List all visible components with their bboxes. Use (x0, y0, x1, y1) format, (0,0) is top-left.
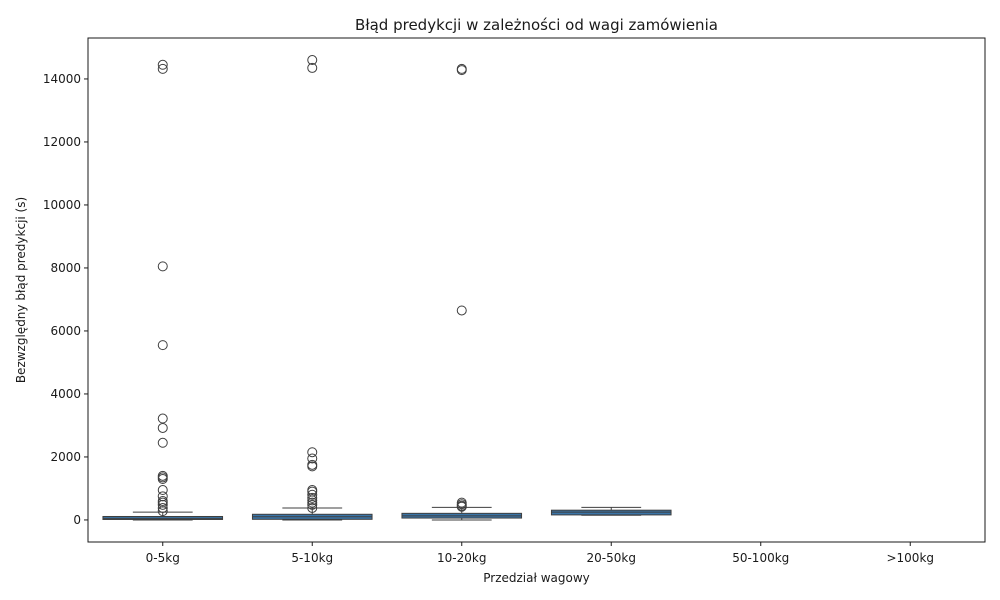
x-tick-label: >100kg (886, 551, 934, 565)
outlier-point (307, 55, 318, 66)
outlier-point (456, 305, 467, 316)
y-tick-label: 6000 (50, 324, 81, 338)
outlier-point (157, 413, 168, 424)
y-tick-label: 12000 (43, 135, 81, 149)
outlier-point (307, 499, 318, 510)
outlier-point (307, 459, 318, 470)
chart-title: Błąd predykcji w zależności od wagi zamó… (355, 16, 718, 34)
plot-frame (87, 37, 986, 543)
y-axis-label: Bezwzględny błąd predykcji (s) (14, 197, 28, 383)
outlier-point (307, 447, 318, 458)
x-tick-label: 10-20kg (437, 551, 486, 565)
x-tick-label: 5-10kg (291, 551, 333, 565)
y-tick-label: 14000 (43, 72, 81, 86)
outlier-point (307, 453, 318, 464)
y-tick-label: 4000 (50, 387, 81, 401)
outlier-point (307, 489, 318, 500)
outlier-point (456, 63, 467, 74)
x-axis-label: Przedział wagowy (483, 571, 590, 585)
outlier-point (157, 63, 168, 74)
outlier-point (307, 497, 318, 508)
y-tick-label: 2000 (50, 450, 81, 464)
x-tick-label: 20-50kg (587, 551, 636, 565)
x-tick-label: 50-100kg (732, 551, 789, 565)
outlier-point (157, 422, 168, 433)
outlier-point (157, 502, 168, 513)
outlier-point (307, 502, 318, 513)
outlier-point (157, 340, 168, 351)
x-tick-label: 0-5kg (146, 551, 180, 565)
outlier-point (307, 62, 318, 73)
y-tick-label: 0 (73, 513, 81, 527)
outlier-point (157, 261, 168, 272)
plot-area: 0 2000 4000 6000 8000 10000 12000 14000 0-5kg 5-1… (43, 37, 986, 565)
outlier-point (307, 492, 318, 503)
outlier-point (157, 485, 168, 496)
outlier-point (157, 491, 168, 502)
outlier-point (456, 497, 467, 508)
outlier-point (157, 470, 168, 481)
outlier-point (307, 485, 318, 496)
outlier-point (157, 496, 168, 507)
y-tick-label: 10000 (43, 198, 81, 212)
y-tick-label: 8000 (50, 261, 81, 275)
outlier-point (157, 59, 168, 70)
outlier-point (157, 437, 168, 448)
